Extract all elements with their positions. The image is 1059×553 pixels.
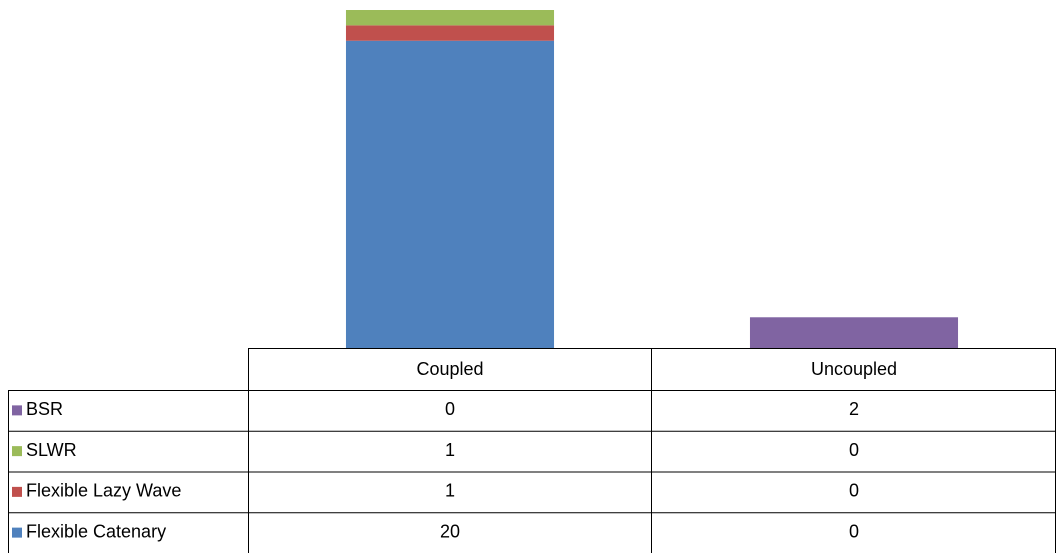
table-value: 1 [445,440,455,460]
legend-key [12,527,22,538]
legend-key [12,486,22,497]
category-label: Uncoupled [811,359,897,379]
bar-segment [345,40,555,349]
legend-key [12,446,22,457]
legend-key [12,405,22,416]
legend-label: SLWR [26,440,77,460]
table-value: 0 [849,481,859,501]
category-label: Coupled [416,359,483,379]
legend-label: Flexible Catenary [26,521,166,541]
table-value: 1 [445,481,455,501]
table-value: 0 [445,399,455,419]
table-value: 2 [849,399,859,419]
bar-segment [749,317,959,348]
bar-segment [345,10,555,26]
table-value: 20 [440,521,460,541]
legend-label: BSR [26,399,63,419]
table-value: 0 [849,440,859,460]
bar-segment [345,25,555,41]
table-value: 0 [849,521,859,541]
legend-label: Flexible Lazy Wave [26,481,181,501]
